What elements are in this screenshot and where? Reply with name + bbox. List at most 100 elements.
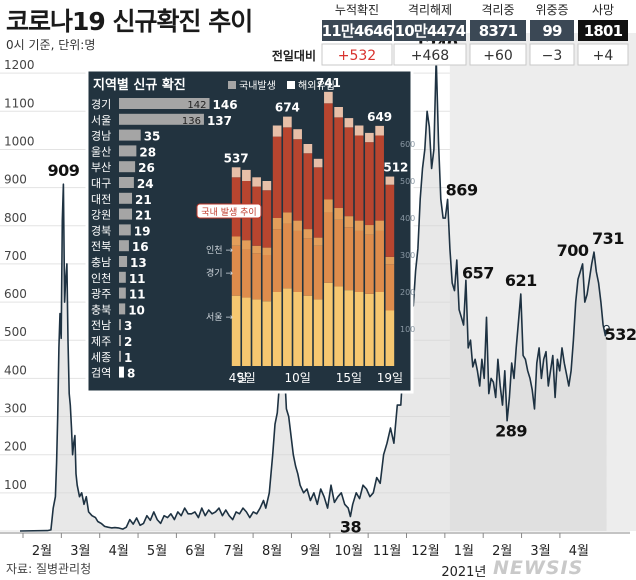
region-value: 11	[129, 288, 146, 302]
region-bar	[119, 303, 126, 315]
x-tick-label: 9월	[300, 544, 320, 559]
region-label: 서울	[91, 114, 111, 127]
daily-total-label: 537	[224, 151, 249, 165]
region-bar	[119, 113, 204, 125]
inset-y-tick: 500	[400, 177, 415, 186]
stat-change-box	[393, 43, 467, 66]
x-tick-label: 12월	[411, 544, 440, 559]
page-title: 코로나19 신규확진 추이	[6, 7, 253, 36]
region-label: 강원	[91, 209, 111, 222]
legend-swatch-domestic	[228, 81, 236, 89]
stat-change-box	[321, 43, 393, 66]
stat-label: 위중증	[535, 3, 568, 17]
stack-segment	[354, 135, 364, 221]
stack-segment	[303, 153, 313, 230]
region-bar	[119, 366, 124, 378]
region-value: 11	[129, 272, 146, 286]
peak-value-label: 621	[505, 271, 537, 290]
legend-label-overseas: 해외유입	[298, 79, 335, 92]
source-note: 자료: 질병관리청	[6, 562, 92, 576]
daily-total-label: 741	[316, 76, 341, 90]
stack-segment	[242, 249, 251, 298]
end-point-marker	[603, 324, 610, 332]
year-label: 2021년	[441, 565, 486, 580]
stack-segment	[385, 256, 395, 265]
stack-segment	[365, 234, 374, 294]
x-tick-label: 4월	[109, 544, 129, 559]
stat-label: 누적확진	[335, 3, 379, 17]
region-value: 1	[124, 351, 132, 365]
stack-segment	[334, 286, 343, 366]
stat-value-box	[394, 20, 466, 41]
stack-segment	[354, 125, 364, 136]
stack-segment	[334, 117, 343, 209]
note-box	[196, 203, 262, 219]
stack-segment	[324, 282, 333, 366]
stack-segment	[303, 238, 313, 296]
stack-segment	[324, 103, 333, 200]
region-value: 146	[213, 98, 238, 112]
peak-value-label: 700	[557, 241, 589, 260]
stack-segment	[313, 237, 323, 246]
stat-label: 격리해제	[408, 3, 452, 17]
stat-value: 8371	[479, 22, 518, 40]
stat-value: 99	[542, 22, 562, 40]
region-domestic-value: 142	[187, 100, 206, 111]
x-tick-label: 10월	[335, 544, 364, 559]
stack-segment	[293, 292, 302, 366]
region-value: 8	[127, 367, 135, 381]
legend-label-domestic: 국내발생	[239, 80, 276, 92]
stack-segment	[313, 167, 323, 238]
stack-segment	[334, 219, 343, 287]
stack-segment	[231, 295, 241, 366]
region-label: 제주	[91, 335, 111, 348]
stack-segment	[272, 292, 282, 366]
region-value: 19	[134, 224, 151, 238]
stack-segment	[334, 107, 343, 118]
stack-segment	[385, 184, 395, 257]
x-tick-label: 7월	[224, 544, 244, 559]
region-value: 35	[144, 130, 161, 144]
segment-label: 경기 →	[206, 267, 233, 279]
stack-segment	[242, 169, 251, 181]
region-label: 광주	[91, 288, 111, 301]
stack-segment	[262, 190, 272, 248]
stat-label: 격리중	[481, 3, 514, 17]
stack-segment	[344, 118, 354, 128]
daily-total-label: 649	[367, 110, 392, 124]
stat-change-box	[469, 43, 527, 66]
region-value: 16	[132, 240, 149, 254]
stack-segment	[252, 177, 261, 187]
inset-y-tick: 400	[400, 214, 415, 223]
stack-segment	[344, 290, 354, 366]
unit-note: 0시 기준, 단위:명	[6, 38, 96, 52]
stack-segment	[385, 310, 395, 366]
stack-segment	[231, 245, 241, 296]
stack-segment	[375, 125, 384, 136]
stack-segment	[375, 230, 384, 292]
inset-y-tick: 100	[400, 325, 415, 334]
stack-segment	[313, 158, 323, 168]
stack-segment	[324, 199, 333, 213]
region-label: 경북	[91, 224, 111, 237]
stack-segment	[303, 144, 313, 154]
stack-segment	[231, 236, 241, 246]
region-label: 충남	[91, 256, 111, 269]
stack-segment	[334, 208, 343, 220]
stack-segment	[375, 135, 384, 221]
region-domestic-value: 136	[182, 116, 201, 127]
note-label: 국내 발생 추이	[201, 207, 256, 218]
region-label: 부산	[91, 161, 111, 174]
stat-change: +60	[483, 48, 513, 64]
stack-segment	[231, 167, 241, 178]
region-value: 2	[124, 335, 132, 349]
y-tick-label: 1000	[4, 134, 35, 148]
region-label: 경기	[91, 98, 111, 111]
region-label: 대구	[91, 177, 111, 190]
x-tick-label: 3월	[70, 544, 90, 559]
y-tick-label: 800	[4, 211, 27, 225]
stack-segment	[262, 255, 272, 302]
stack-segment	[252, 245, 261, 254]
stack-segment	[375, 292, 384, 366]
